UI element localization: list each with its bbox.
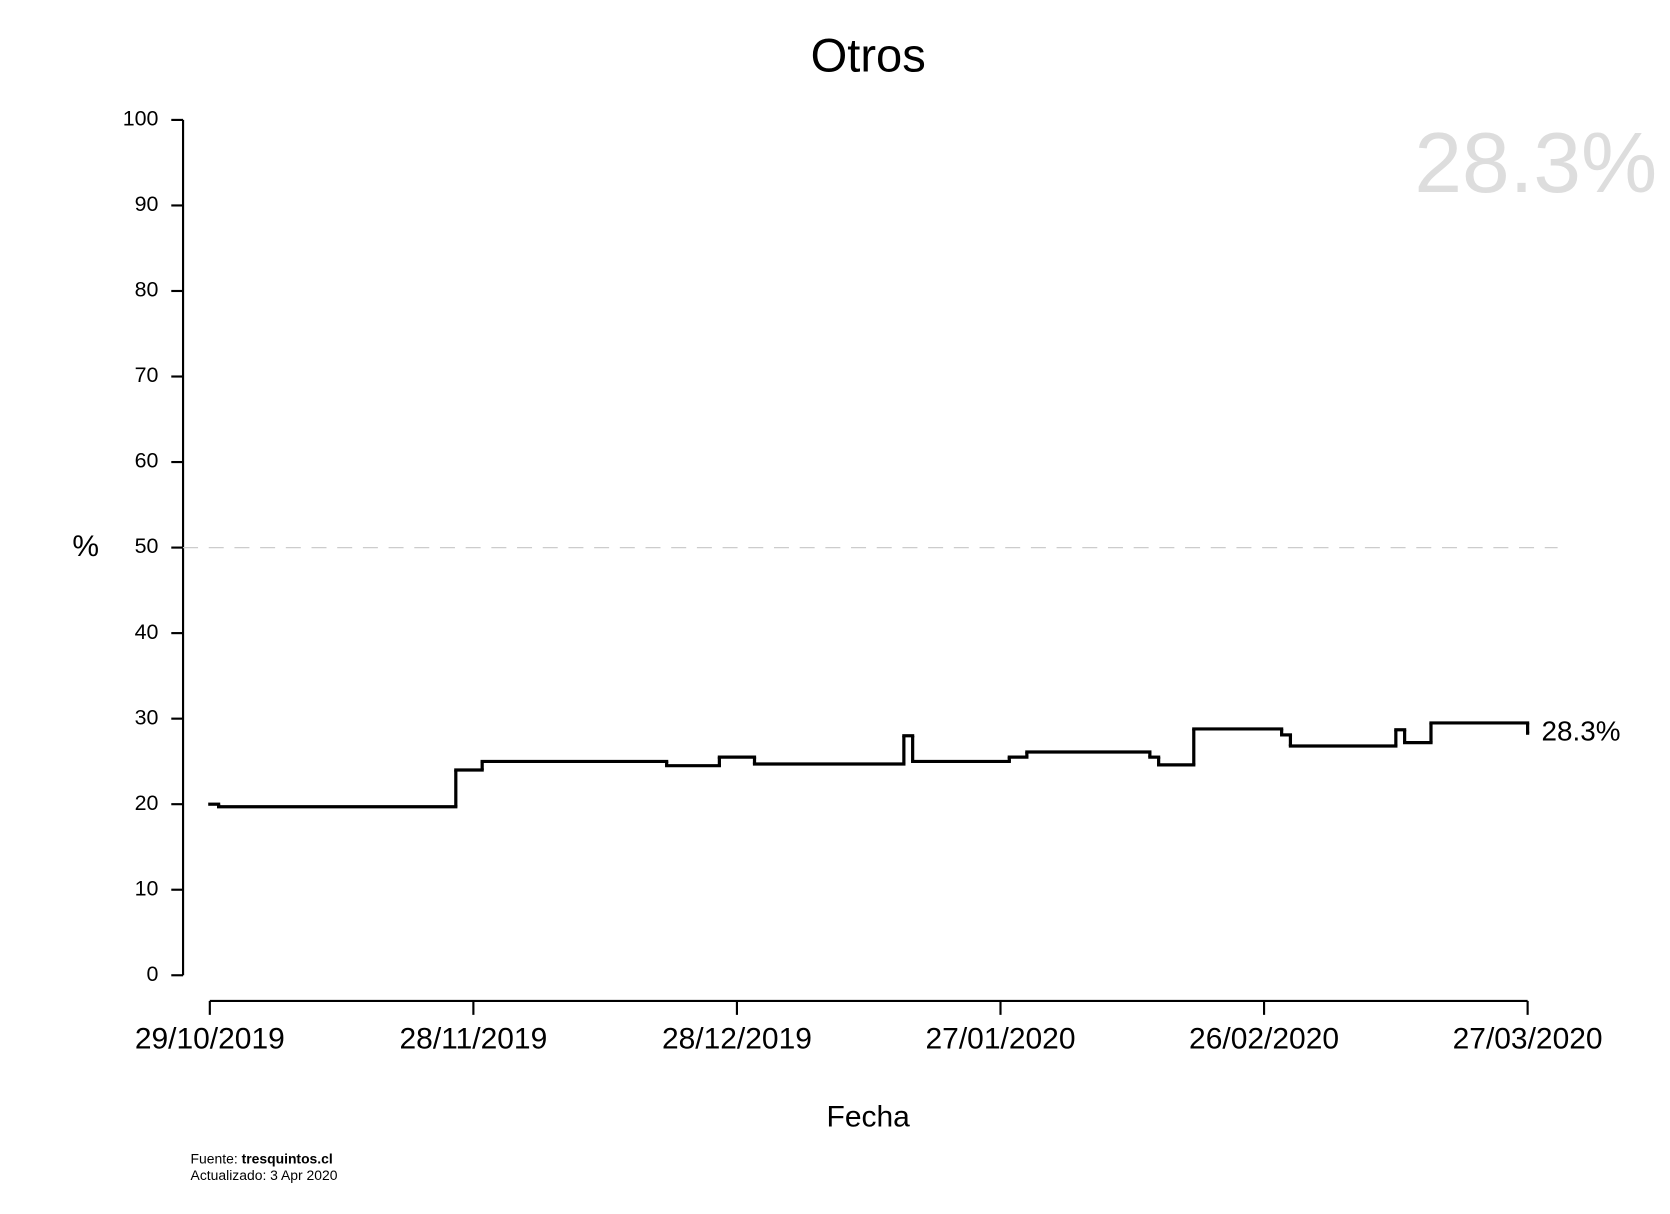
source-name: tresquintos.cl	[242, 1150, 333, 1166]
y-tick-label: 30	[135, 705, 159, 729]
y-tick-label: 90	[135, 192, 159, 216]
y-tick-label: 50	[135, 534, 159, 558]
y-tick-label: 70	[135, 363, 159, 387]
y-tick-label: 0	[147, 962, 159, 986]
x-axis-label: Fecha	[827, 1101, 911, 1134]
source: Fuente: tresquintos.cl	[191, 1150, 333, 1166]
chart-title: Otros	[811, 28, 926, 81]
source-prefix: Fuente:	[191, 1150, 242, 1166]
highlight-label: 28.3%	[1414, 115, 1657, 211]
y-tick-label: 100	[123, 107, 159, 131]
x-tick-label: 27/03/2020	[1453, 1022, 1603, 1055]
x-tick-label: 26/02/2020	[1189, 1022, 1339, 1055]
y-tick-label: 80	[135, 278, 159, 302]
x-tick-label: 27/01/2020	[926, 1022, 1076, 1055]
end-label: 28.3%	[1542, 716, 1621, 747]
y-axis-label: %	[72, 530, 99, 563]
y-tick-label: 60	[135, 449, 159, 473]
y-tick-label: 40	[135, 620, 159, 644]
updated: Actualizado: 3 Apr 2020	[191, 1167, 338, 1183]
x-tick-label: 28/11/2019	[399, 1022, 547, 1055]
y-tick-label: 10	[135, 876, 159, 900]
y-tick-label: 20	[135, 791, 159, 815]
x-tick-label: 29/10/2019	[135, 1022, 285, 1055]
x-tick-label: 28/12/2019	[662, 1022, 812, 1055]
